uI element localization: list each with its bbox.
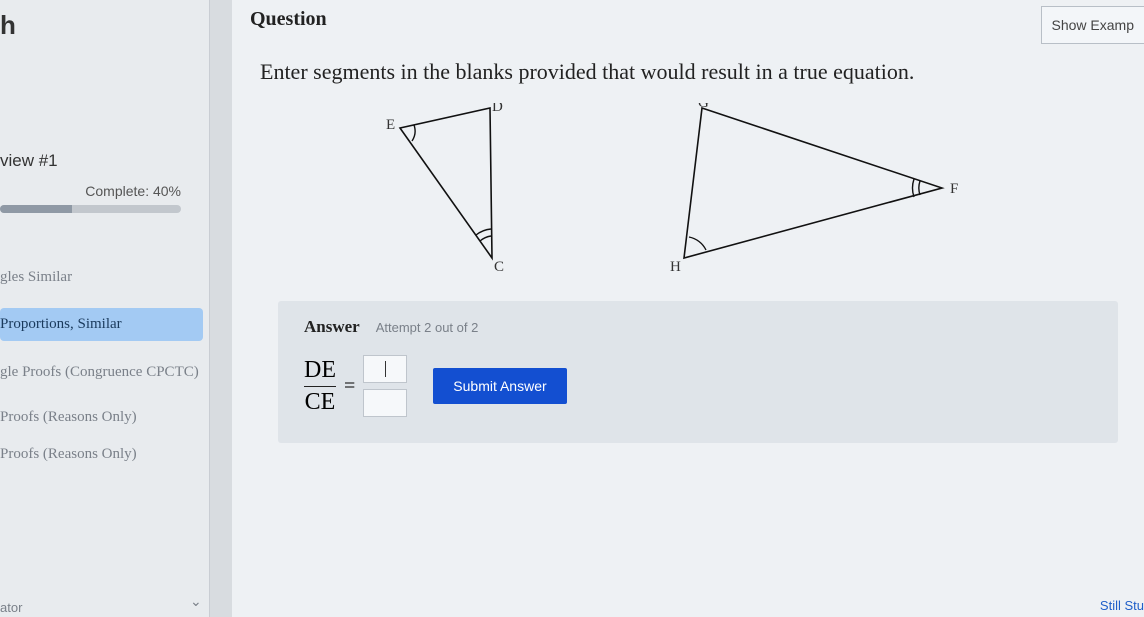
question-prompt: Enter segments in the blanks provided th…: [232, 31, 1144, 85]
bottom-fragment: ator: [0, 600, 22, 615]
complete-label: Complete: 40%: [0, 183, 197, 199]
numerator-input[interactable]: [363, 355, 407, 383]
triangle-ghf: G F H: [670, 103, 958, 275]
sidebar: h view #1 Complete: 40% gles Similar Pro…: [0, 0, 210, 617]
fraction-right: [363, 355, 407, 417]
sidebar-item-proportions-similar[interactable]: Proportions, Similar: [0, 308, 203, 341]
complete-block: Complete: 40%: [0, 171, 209, 213]
svg-text:H: H: [670, 259, 681, 275]
answer-title: Answer: [304, 317, 360, 336]
answer-panel: Answer Attempt 2 out of 2 DE CE = Submit…: [278, 301, 1118, 443]
triangles-svg: E D C G F H: [302, 103, 1002, 278]
nav-group: gles Similar Proportions, Similar gle Pr…: [0, 213, 209, 471]
submit-answer-button[interactable]: Submit Answer: [433, 368, 566, 404]
fraction-bar: [304, 386, 336, 387]
show-example-button[interactable]: Show Examp: [1041, 6, 1144, 44]
attempt-text: Attempt 2 out of 2: [376, 320, 479, 335]
sidebar-item-proofs-reasons-2[interactable]: Proofs (Reasons Only): [0, 438, 209, 471]
svg-text:C: C: [494, 259, 504, 275]
fraction-left-numerator: DE: [304, 357, 336, 384]
sidebar-item-angles-similar[interactable]: gles Similar: [0, 261, 209, 294]
review-title: view #1: [0, 151, 209, 171]
figure-area: E D C G F H: [232, 85, 1144, 275]
triangle-ecd: E D C: [386, 103, 504, 275]
equals-sign: =: [344, 375, 355, 398]
still-stuck-link[interactable]: Still Stu: [1100, 598, 1144, 613]
chevron-down-icon[interactable]: ⌄: [190, 594, 202, 611]
sidebar-item-proofs-reasons-1[interactable]: Proofs (Reasons Only): [0, 401, 209, 434]
main-panel: Question Show Examp Enter segments in th…: [232, 0, 1144, 617]
sidebar-item-congruence-cpctc[interactable]: gle Proofs (Congruence CPCTC): [0, 355, 209, 391]
fraction-left-denominator: CE: [305, 389, 336, 416]
question-title: Question: [232, 0, 1144, 31]
denominator-input[interactable]: [363, 389, 407, 417]
svg-text:E: E: [386, 117, 395, 133]
progress-fill: [0, 205, 72, 213]
svg-text:D: D: [492, 103, 503, 115]
fraction-left: DE CE: [304, 357, 336, 416]
svg-text:G: G: [698, 103, 709, 111]
svg-text:F: F: [950, 181, 958, 197]
equation-row: DE CE = Submit Answer: [304, 355, 1098, 417]
progress-bar: [0, 205, 181, 213]
logo-fragment: h: [0, 0, 209, 41]
